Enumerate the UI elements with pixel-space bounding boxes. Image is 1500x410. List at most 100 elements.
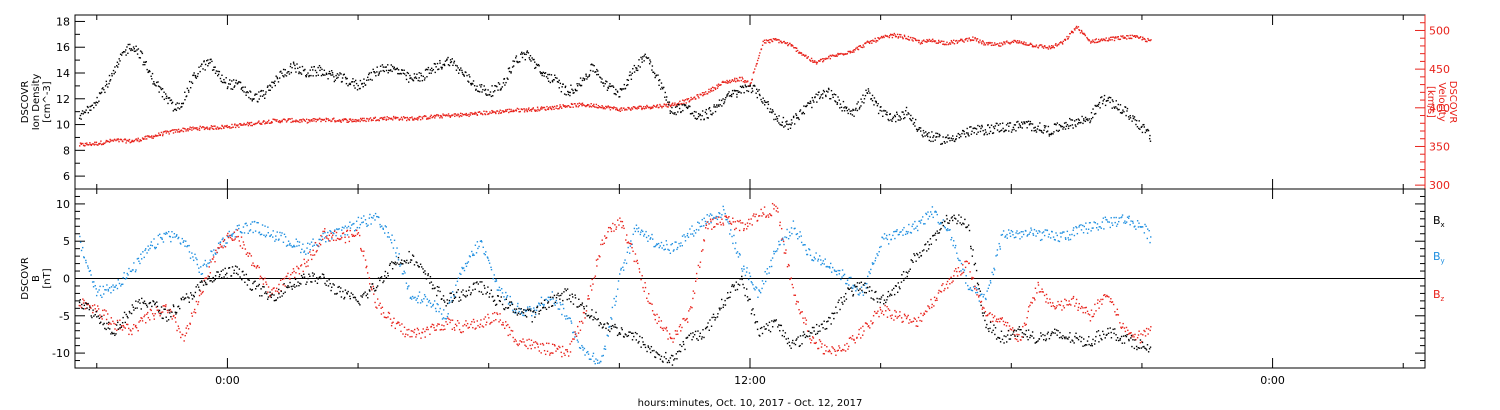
density-point	[141, 52, 144, 55]
by-point	[505, 291, 507, 294]
velocity-point	[885, 35, 887, 37]
velocity-point	[303, 119, 306, 122]
velocity-point	[776, 39, 778, 41]
velocity-point	[413, 117, 416, 120]
bz-point	[583, 312, 586, 314]
density-point	[646, 57, 649, 59]
by-point	[163, 232, 165, 235]
velocity-point	[263, 120, 265, 122]
by-point	[1089, 221, 1091, 224]
density-point	[822, 89, 825, 92]
density-point	[144, 63, 146, 66]
density-point	[684, 104, 686, 106]
by-point	[1145, 225, 1147, 228]
by-point	[890, 238, 893, 241]
velocity-point	[644, 106, 647, 108]
density-point	[871, 94, 874, 97]
velocity-point	[989, 42, 992, 44]
by-point	[570, 320, 572, 322]
by-point	[986, 290, 988, 292]
by-point	[669, 252, 672, 255]
density-point	[976, 133, 978, 135]
bz-point	[132, 327, 134, 330]
by-point	[1012, 234, 1014, 236]
density-point	[140, 51, 143, 53]
density-point	[956, 135, 958, 137]
bz-point	[107, 313, 109, 315]
y-tick-label: -5	[59, 310, 70, 323]
by-point	[948, 229, 950, 231]
velocity-point	[634, 107, 637, 110]
by-point	[617, 280, 620, 282]
bz-point	[121, 329, 124, 331]
bz-point	[761, 215, 763, 217]
density-point	[91, 104, 94, 107]
velocity-point	[722, 81, 724, 84]
by-point	[318, 238, 320, 241]
bz-point	[928, 306, 930, 308]
density-point	[384, 66, 386, 68]
velocity-point	[770, 38, 772, 41]
density-point	[564, 86, 567, 89]
density-point	[305, 75, 308, 78]
density-point	[1077, 123, 1079, 125]
density-point	[508, 70, 511, 73]
by-point	[859, 292, 861, 294]
velocity-point	[744, 81, 746, 84]
by-point	[928, 215, 931, 218]
by-point	[668, 249, 670, 252]
velocity-point	[552, 106, 554, 109]
density-point	[1078, 121, 1080, 124]
velocity-point	[589, 105, 591, 107]
density-point	[136, 49, 138, 51]
bz-point	[561, 345, 564, 348]
density-point	[920, 130, 922, 132]
density-point	[728, 91, 730, 93]
density-point	[209, 61, 211, 64]
by-point	[593, 360, 595, 363]
bz-point	[361, 250, 363, 252]
density-point	[87, 112, 90, 114]
bz-point	[595, 259, 598, 261]
by-point	[277, 239, 280, 241]
velocity-point	[311, 120, 313, 122]
by-point	[987, 287, 990, 290]
velocity-point	[228, 126, 230, 128]
density-point	[1003, 130, 1006, 132]
by-point	[258, 231, 261, 233]
bz-point	[212, 256, 215, 258]
density-point	[355, 82, 358, 85]
bz-point	[749, 222, 751, 225]
by-point	[796, 233, 799, 235]
bz-point	[472, 326, 474, 329]
density-point	[781, 121, 784, 123]
velocity-point	[1100, 39, 1102, 41]
density-point	[706, 117, 709, 119]
velocity-point	[755, 65, 757, 67]
density-point	[723, 102, 725, 105]
density-point	[786, 120, 788, 122]
velocity-point	[1081, 31, 1083, 33]
density-point	[503, 77, 506, 80]
by-point	[703, 225, 705, 227]
velocity-point	[254, 122, 257, 125]
density-point	[1055, 129, 1058, 132]
velocity-point	[712, 89, 715, 92]
bz-point	[455, 325, 458, 327]
bz-point	[621, 220, 624, 223]
by-point	[395, 252, 397, 254]
density-point	[1117, 109, 1119, 111]
velocity-point	[1066, 35, 1068, 38]
density-point	[498, 83, 501, 85]
by-point	[410, 298, 413, 300]
velocity-point	[154, 134, 157, 136]
by-point	[824, 258, 826, 260]
bz-point	[992, 320, 994, 323]
velocity-point	[734, 81, 737, 83]
bz-point	[122, 324, 125, 327]
velocity-point	[336, 120, 338, 122]
density-point	[861, 101, 863, 103]
velocity-point	[737, 79, 739, 81]
density-point	[397, 72, 399, 75]
bz-point	[976, 294, 978, 296]
